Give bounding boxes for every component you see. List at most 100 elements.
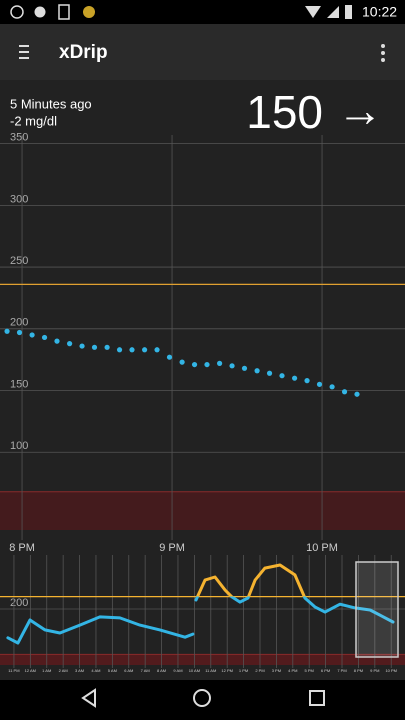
y-tick-label: 250 (10, 255, 28, 267)
glucose-point (41, 334, 48, 341)
x-tick-label: 3 PM (272, 668, 281, 673)
glucose-point (16, 329, 23, 336)
low-band (0, 491, 405, 530)
glucose-point (104, 344, 110, 350)
x-tick-label: 9 PM (370, 668, 379, 673)
glucose-point (91, 344, 98, 350)
glucose-point (329, 384, 335, 390)
x-tick-label: 5 PM (305, 668, 314, 673)
preview-window[interactable] (355, 561, 399, 658)
x-tick-label: 11 PM (8, 668, 19, 673)
x-tick-label: 7 PM (337, 668, 346, 673)
app-title: xDrip (59, 42, 108, 63)
nav-bar (0, 680, 405, 720)
y-tick-label: 100 (10, 440, 28, 452)
glucose-point (29, 332, 35, 338)
glucose-point (304, 378, 310, 384)
status-icon (58, 4, 70, 20)
glucose-point (266, 370, 273, 376)
x-tick-label: 12 AM (25, 668, 36, 673)
glucose-point (341, 389, 348, 395)
menu-button[interactable] (19, 45, 29, 59)
status-icon (10, 5, 24, 19)
x-tick-label: 8 PM (9, 542, 35, 554)
glucose-point (142, 347, 148, 353)
glucose-line (194, 563, 395, 624)
glucose-point (254, 368, 260, 374)
glucose-point (354, 391, 360, 397)
glucose-point (191, 361, 198, 368)
y-tick-label: 300 (10, 193, 28, 205)
trend-arrow: → (337, 84, 383, 136)
x-tick-label: 6 PM (321, 668, 330, 673)
x-tick-label: 2 PM (255, 668, 264, 673)
y-tick-label: 350 (10, 132, 28, 144)
preview-chart[interactable]: 200 11 PM 12 AM 1 AM 2 AM 3 AM 4 AM 5 AM 6 AM 7 A… (0, 555, 405, 673)
signal-icon (327, 6, 339, 18)
clock: 10:22 (362, 4, 397, 20)
menu-line (19, 45, 29, 47)
x-tick-label: 3 AM (75, 668, 84, 673)
battery-icon (345, 5, 352, 19)
x-tick-label: 10 PM (385, 668, 397, 673)
menu-line (19, 51, 29, 53)
glucose-point (129, 347, 135, 353)
status-bar (0, 0, 405, 24)
x-tick-label: 7 AM (141, 668, 150, 673)
x-tick-label: 9 PM (159, 542, 185, 554)
y-tick-label: 200 (10, 597, 28, 609)
glucose-point (241, 365, 248, 371)
x-tick-label: 9 AM (173, 668, 182, 673)
glucose-point (292, 375, 298, 381)
glucose-point (116, 347, 123, 353)
x-tick-label: 6 AM (124, 668, 133, 673)
home-button[interactable] (193, 689, 211, 707)
glucose-point (54, 338, 60, 344)
x-tick-label: 1 PM (239, 668, 248, 673)
x-tick-label: 4 PM (288, 668, 297, 673)
app-bar (0, 24, 405, 80)
glucose-point (316, 381, 323, 387)
delta: -2 mg/dl (10, 113, 57, 128)
x-tick-label: 11 AM (205, 668, 216, 673)
x-tick-label: 12 PM (221, 668, 233, 673)
x-tick-label: 8 PM (354, 668, 363, 673)
x-tick-label: 5 AM (108, 668, 117, 673)
x-tick-label: 10 AM (189, 668, 200, 673)
menu-line (19, 57, 29, 59)
x-tick-label: 8 AM (157, 668, 166, 673)
status-icon (34, 6, 46, 18)
dot (381, 58, 385, 62)
back-button[interactable] (81, 688, 96, 708)
main-chart: 100 150 200 250 300 350 8 PM 9 PM 10 PM (0, 132, 405, 554)
wifi-icon (305, 6, 321, 18)
dot (381, 51, 385, 55)
glucose-point (279, 373, 285, 379)
x-tick-label: 1 AM (42, 668, 51, 673)
glucose-value: 150 (246, 86, 323, 138)
glucose-point (229, 363, 235, 369)
glucose-point (67, 341, 73, 347)
low-band (0, 654, 405, 665)
glucose-point (4, 328, 10, 334)
y-tick-label: 200 (10, 317, 28, 329)
dot (381, 44, 385, 48)
overflow-menu[interactable] (381, 44, 385, 62)
x-tick-label: 2 AM (59, 668, 68, 673)
y-tick-label: 150 (10, 378, 28, 390)
glucose-point (217, 360, 223, 366)
x-tick-label: 10 PM (306, 542, 338, 554)
glucose-point (204, 361, 210, 368)
glucose-point (166, 354, 173, 360)
glucose-point (79, 343, 85, 349)
recents-button[interactable] (309, 690, 325, 706)
glucose-point (179, 359, 185, 365)
glucose-point (154, 347, 160, 353)
status-icon (83, 6, 95, 18)
reading-age: 5 Minutes ago (10, 96, 92, 111)
x-tick-label: 4 AM (91, 668, 100, 673)
glucose-line (6, 615, 195, 645)
